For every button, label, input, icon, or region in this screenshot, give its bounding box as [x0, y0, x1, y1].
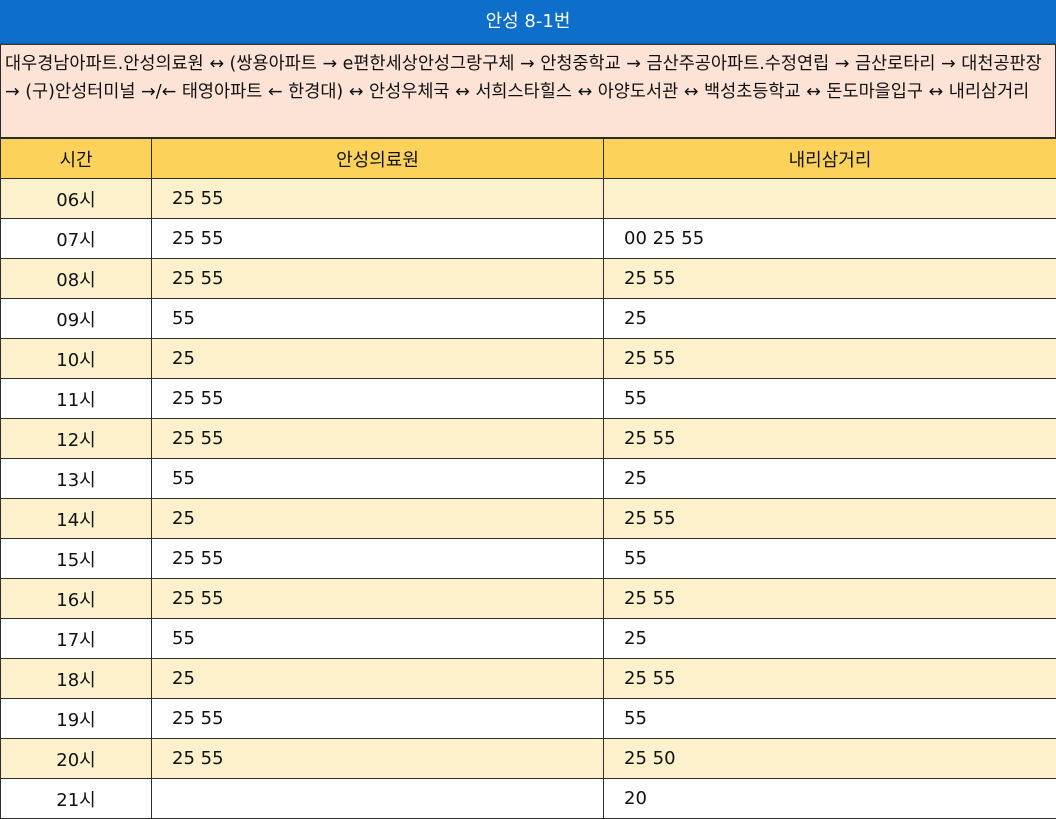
hour-cell: 18시 — [1, 659, 152, 699]
destination-times-cell: 55 — [604, 699, 1056, 739]
destination-times-cell — [604, 179, 1056, 219]
hour-cell: 14시 — [1, 499, 152, 539]
destination-times-cell: 20 — [604, 779, 1056, 819]
destination-times-cell: 55 — [604, 539, 1056, 579]
destination-times-cell: 25 — [604, 459, 1056, 499]
origin-times-cell: 55 — [152, 299, 604, 339]
origin-times-cell: 25 55 — [152, 739, 604, 779]
hour-cell: 16시 — [1, 579, 152, 619]
destination-times-cell: 25 55 — [604, 659, 1056, 699]
origin-times-cell: 55 — [152, 459, 604, 499]
destination-times-cell: 55 — [604, 379, 1056, 419]
origin-times-cell: 25 — [152, 499, 604, 539]
origin-times-cell: 25 55 — [152, 579, 604, 619]
destination-times-cell: 25 55 — [604, 499, 1056, 539]
destination-times-cell: 25 55 — [604, 419, 1056, 459]
origin-times-cell: 25 55 — [152, 179, 604, 219]
hour-cell: 08시 — [1, 259, 152, 299]
destination-times-cell: 00 25 55 — [604, 219, 1056, 259]
origin-times-cell: 25 55 — [152, 259, 604, 299]
hour-cell: 09시 — [1, 299, 152, 339]
page-title: 안성 8-1번 — [0, 0, 1056, 44]
destination-times-cell: 25 55 — [604, 579, 1056, 619]
origin-times-cell: 25 55 — [152, 219, 604, 259]
column-header-destination: 내리삼거리 — [604, 139, 1056, 179]
destination-times-cell: 25 50 — [604, 739, 1056, 779]
origin-times-cell: 25 — [152, 659, 604, 699]
destination-times-cell: 25 55 — [604, 259, 1056, 299]
hour-cell: 15시 — [1, 539, 152, 579]
hour-cell: 06시 — [1, 179, 152, 219]
column-header-origin: 안성의료원 — [152, 139, 604, 179]
hour-cell: 07시 — [1, 219, 152, 259]
origin-times-cell: 25 55 — [152, 699, 604, 739]
hour-cell: 11시 — [1, 379, 152, 419]
hour-cell: 10시 — [1, 339, 152, 379]
destination-times-cell: 25 — [604, 619, 1056, 659]
table-row: 21시 20 — [1, 779, 1056, 819]
origin-times-cell: 55 — [152, 619, 604, 659]
hour-cell: 13시 — [1, 459, 152, 499]
hour-cell: 21시 — [1, 779, 152, 819]
destination-times-cell: 25 55 — [604, 339, 1056, 379]
route-description: 대우경남아파트.안성의료원 ↔ (쌍용아파트 → e편한세상안성그랑구체 → 안… — [0, 44, 1056, 138]
hour-cell: 19시 — [1, 699, 152, 739]
hour-cell: 20시 — [1, 739, 152, 779]
origin-times-cell: 25 — [152, 339, 604, 379]
origin-times-cell — [152, 779, 604, 819]
hour-cell: 17시 — [1, 619, 152, 659]
hour-cell: 12시 — [1, 419, 152, 459]
column-header-hour: 시간 — [1, 139, 152, 179]
table-header-row: 시간 안성의료원 내리삼거리 — [1, 139, 1056, 179]
origin-times-cell: 25 55 — [152, 539, 604, 579]
destination-times-cell: 25 — [604, 299, 1056, 339]
origin-times-cell: 25 55 — [152, 379, 604, 419]
origin-times-cell: 25 55 — [152, 419, 604, 459]
